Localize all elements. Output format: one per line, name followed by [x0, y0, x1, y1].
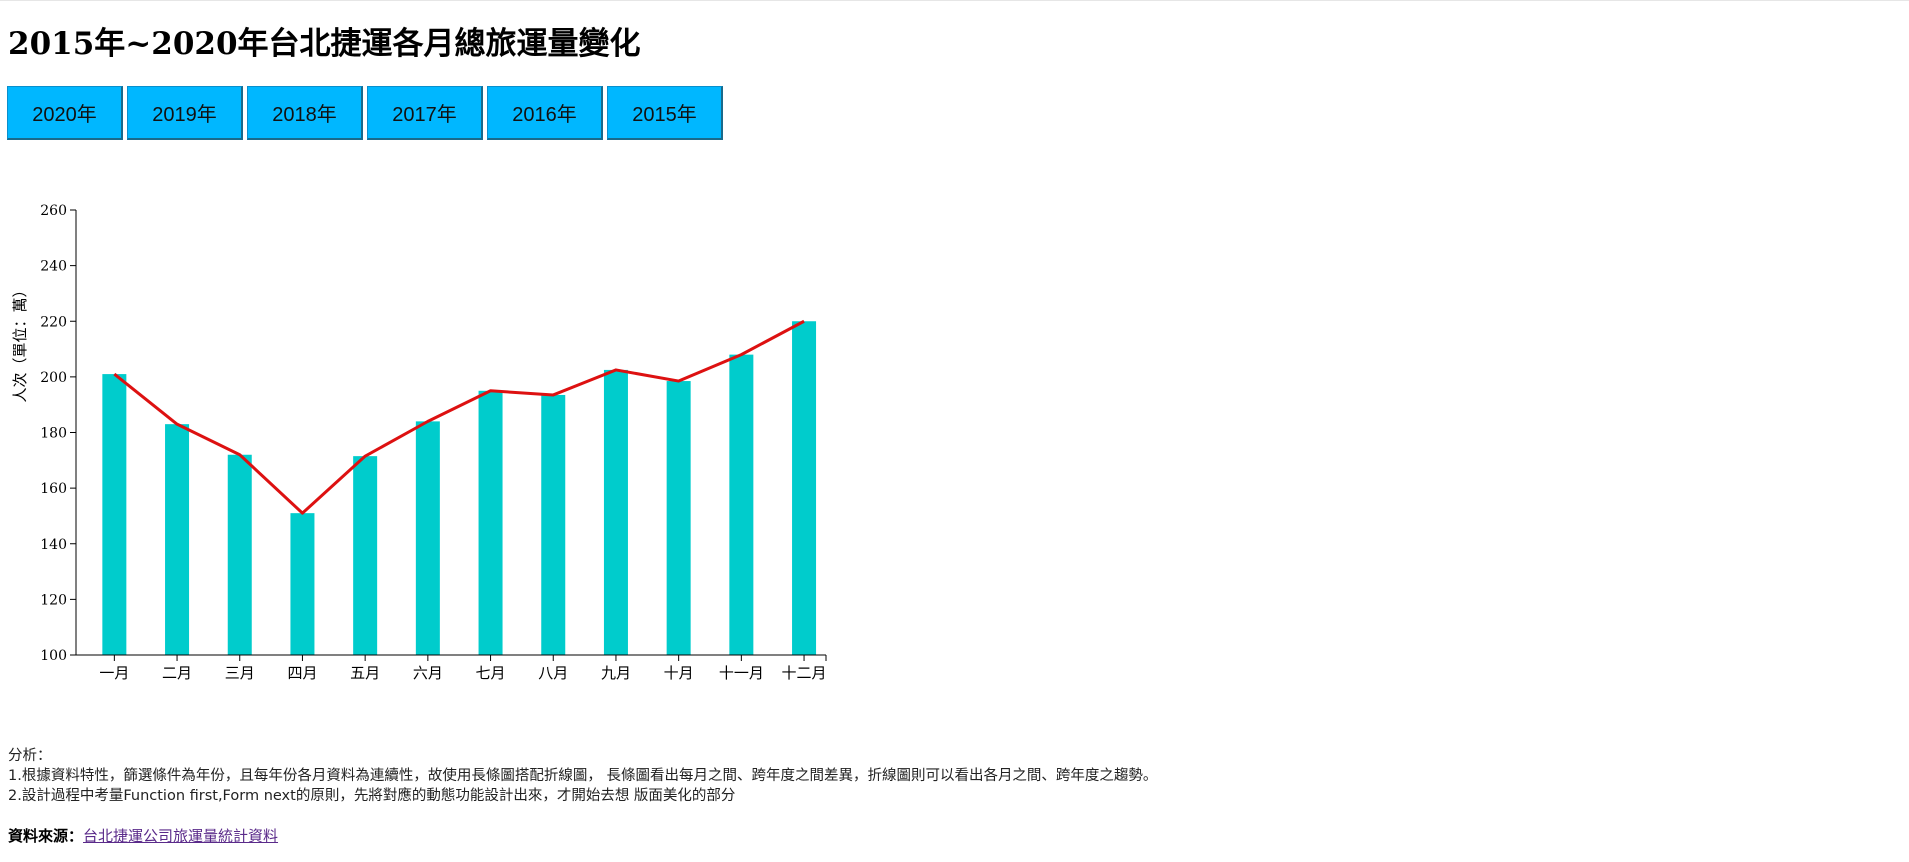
bar-8 [541, 394, 566, 655]
x-tick-label: 十二月 [782, 664, 827, 682]
y-axis-label: 人次（單位：萬） [11, 282, 29, 402]
bar-1 [102, 374, 127, 655]
bar-3 [227, 454, 252, 655]
bar-10 [666, 381, 691, 655]
bar-2 [165, 424, 190, 655]
bar-6 [415, 421, 440, 655]
y-tick-label: 100 [40, 648, 67, 664]
x-tick-label: 十一月 [719, 664, 764, 682]
bar-11 [729, 354, 754, 655]
source-link[interactable]: 台北捷運公司旅運量統計資料 [83, 827, 279, 845]
source-label: 資料來源： [8, 827, 84, 845]
bar-9 [603, 369, 628, 655]
bar-7 [478, 390, 503, 655]
x-tick-label: 三月 [225, 664, 255, 682]
y-tick-label: 240 [40, 259, 67, 275]
trend-line [113, 319, 805, 515]
x-tick-label: 一月 [99, 664, 129, 682]
x-tick-label: 十月 [664, 664, 694, 682]
y-tick-label: 180 [40, 426, 67, 442]
year-button-2016[interactable]: 2016年 [487, 86, 603, 140]
x-tick-label: 五月 [350, 664, 380, 682]
y-tick-label: 140 [40, 537, 67, 553]
year-button-2017[interactable]: 2017年 [367, 86, 483, 140]
y-tick-label: 160 [40, 481, 67, 497]
analysis-heading: 分析： [8, 748, 52, 764]
top-border [0, 0, 1909, 1]
y-tick-label: 260 [40, 203, 67, 219]
y-tick-label: 200 [40, 370, 67, 386]
data-source: 資料來源：台北捷運公司旅運量統計資料 [8, 825, 278, 846]
x-tick-label: 六月 [413, 664, 443, 682]
year-tabs: 2020年 2019年 2018年 2017年 2016年 2015年 [7, 86, 727, 140]
analysis-section: 分析： 1.根據資料特性，篩選條件為年份，且每年份各月資料為連續性，故使用長條圖… [8, 746, 1157, 806]
bar-4 [290, 513, 315, 655]
page-title: 2015年~2020年台北捷運各月總旅運量變化 [8, 26, 641, 62]
x-tick-label: 八月 [538, 664, 568, 682]
y-tick-label: 220 [40, 314, 67, 330]
ridership-chart: 100 120 140 160 180 200 220 240 260 一月 二月 三月 四月 五月 六月 七… [11, 203, 827, 682]
bar-12 [792, 321, 817, 655]
y-tick-label: 120 [40, 592, 67, 608]
bar-5 [353, 456, 378, 655]
year-button-2018[interactable]: 2018年 [247, 86, 363, 140]
year-button-2019[interactable]: 2019年 [127, 86, 243, 140]
x-tick-label: 七月 [476, 664, 506, 682]
x-tick-label: 二月 [162, 664, 192, 682]
analysis-point-2: 2.設計過程中考量Function first,Form next的原則，先將對… [8, 788, 736, 804]
year-button-2015[interactable]: 2015年 [607, 86, 723, 140]
year-button-2020[interactable]: 2020年 [7, 86, 123, 140]
analysis-point-1: 1.根據資料特性，篩選條件為年份，且每年份各月資料為連續性，故使用長條圖搭配折線… [8, 768, 1158, 784]
x-tick-label: 九月 [601, 664, 631, 682]
x-tick-label: 四月 [287, 664, 317, 682]
